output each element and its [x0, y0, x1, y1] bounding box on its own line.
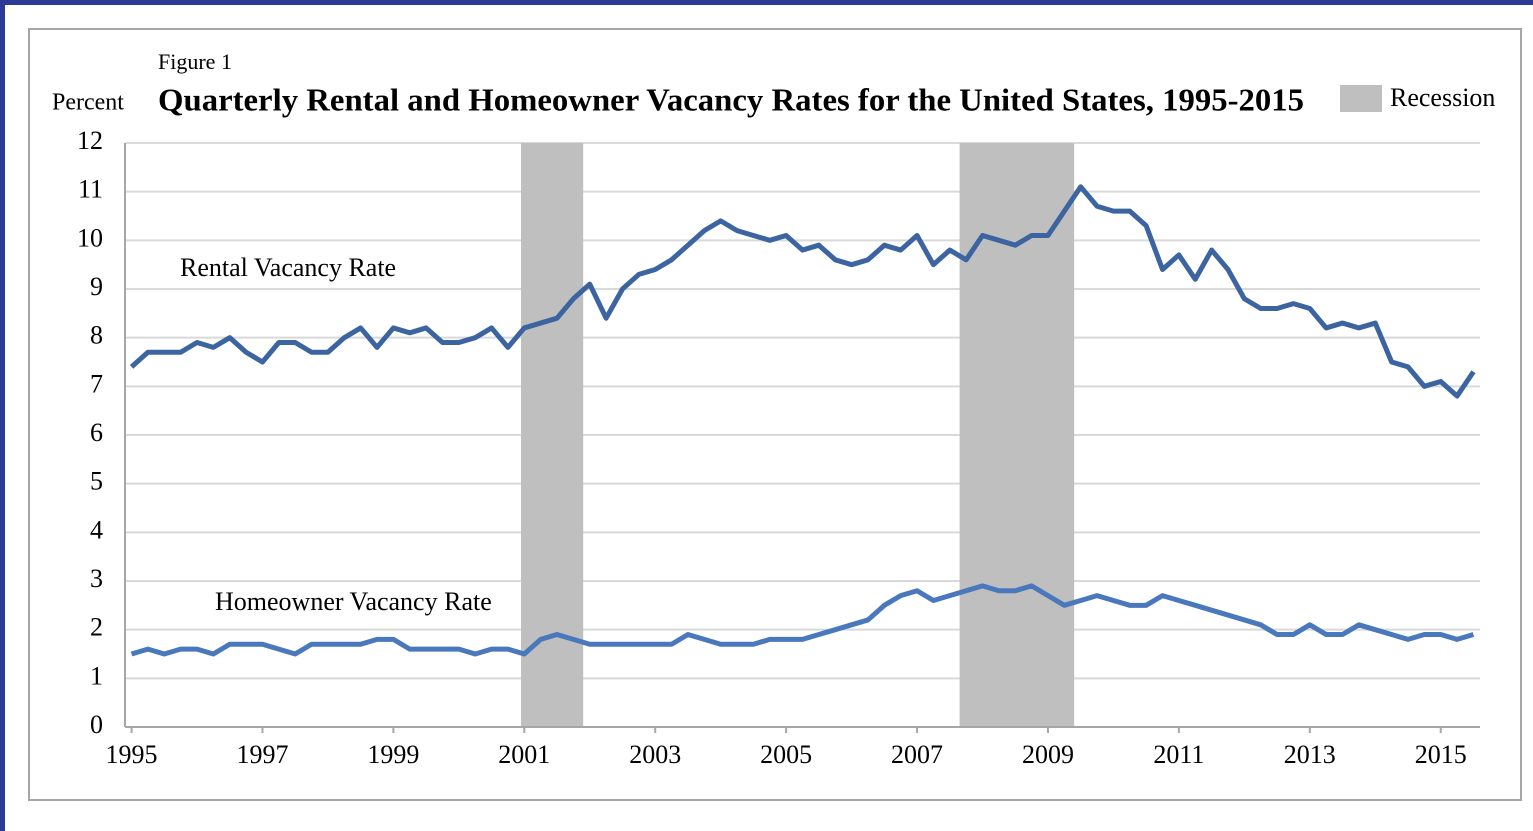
y-tick-label: 8	[90, 321, 103, 350]
chart-title: Quarterly Rental and Homeowner Vacancy R…	[158, 81, 1304, 117]
y-tick-label: 4	[90, 515, 103, 544]
x-tick-label: 2011	[1153, 740, 1204, 769]
series-line	[130, 583, 1475, 657]
x-tick-label: 2003	[629, 740, 681, 769]
x-tick-label: 1997	[236, 740, 288, 769]
y-tick-label: 0	[90, 710, 103, 739]
x-tick-label: 2005	[760, 740, 812, 769]
y-tick-label: 1	[90, 661, 103, 690]
recession-band	[521, 143, 584, 727]
y-tick-label: 9	[90, 272, 103, 301]
y-tick-label: 6	[90, 418, 103, 447]
series-label: Rental Vacancy Rate	[180, 253, 396, 282]
series-line	[129, 184, 1476, 399]
x-tick-label: 2015	[1415, 740, 1467, 769]
x-tick-label: 2013	[1284, 740, 1336, 769]
series-label: Homeowner Vacancy Rate	[215, 587, 492, 616]
y-tick-label: 5	[90, 467, 103, 496]
x-tick-label: 2007	[891, 740, 943, 769]
x-tick-label: 1995	[106, 740, 158, 769]
legend-swatch	[1340, 85, 1382, 112]
recession-band	[959, 143, 1075, 727]
y-axis-label: Percent	[52, 90, 124, 116]
figure-label: Figure 1	[158, 49, 232, 74]
y-tick-label: 12	[77, 126, 103, 155]
legend-label: Recession	[1390, 83, 1495, 112]
x-tick-label: 2001	[498, 740, 550, 769]
y-tick-label: 10	[77, 223, 103, 252]
x-tick-label: 1999	[367, 740, 419, 769]
y-tick-label: 2	[90, 613, 103, 642]
y-tick-label: 11	[78, 175, 103, 204]
x-tick-label: 2009	[1022, 740, 1074, 769]
y-tick-label: 7	[90, 369, 103, 398]
chart-frame	[28, 28, 1522, 801]
y-tick-label: 3	[90, 564, 103, 593]
